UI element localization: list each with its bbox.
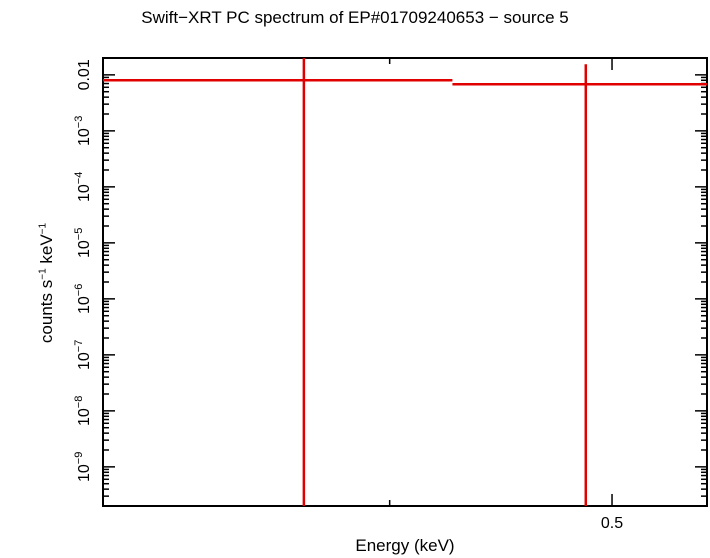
y-axis-label-exp2: −1 xyxy=(37,222,49,235)
data-series xyxy=(103,58,707,506)
y-tick-mantissa: 10 xyxy=(76,128,93,146)
y-tick-label: 10−3 xyxy=(73,116,93,146)
y-tick-label: 10−4 xyxy=(73,172,93,202)
y-tick-exponent: −3 xyxy=(73,116,85,129)
plot-frame xyxy=(102,57,708,507)
y-tick-mantissa: 10 xyxy=(76,352,93,370)
y-axis-label-mid: keV xyxy=(37,234,56,269)
y-tick-label: 10−9 xyxy=(73,452,93,482)
y-tick-exponent: −6 xyxy=(73,284,85,297)
y-axis-label: counts s−1 keV−1 xyxy=(37,223,57,343)
y-tick-label: 10−7 xyxy=(73,340,93,370)
x-axis-label: Energy (keV) xyxy=(355,536,455,555)
y-tick-exponent: −7 xyxy=(73,340,85,353)
y-tick-exponent: −9 xyxy=(73,452,85,465)
y-tick-mantissa: 10 xyxy=(76,184,93,202)
y-tick-mantissa: 10 xyxy=(76,408,93,426)
y-tick-label: 0.01 xyxy=(76,59,93,90)
x-tick-label: 0.5 xyxy=(601,515,623,532)
y-tick-label: 10−6 xyxy=(73,284,93,314)
chart-title: Swift−XRT PC spectrum of EP#01709240653 … xyxy=(141,8,569,27)
y-tick-exponent: −8 xyxy=(73,396,85,409)
y-tick-exponent: −5 xyxy=(73,228,85,241)
y-tick-exponent: −4 xyxy=(73,172,85,185)
y-tick-mantissa: 10 xyxy=(76,464,93,482)
y-tick-label: 10−5 xyxy=(73,228,93,258)
y-tick-mantissa: 10 xyxy=(76,240,93,258)
y-axis-label-base: counts s xyxy=(37,279,56,344)
y-tick-mantissa: 10 xyxy=(76,296,93,314)
x-axis-ticks: 0.5 xyxy=(102,58,623,532)
y-tick-label: 10−8 xyxy=(73,396,93,426)
y-axis-label-exp1: −1 xyxy=(37,268,49,280)
